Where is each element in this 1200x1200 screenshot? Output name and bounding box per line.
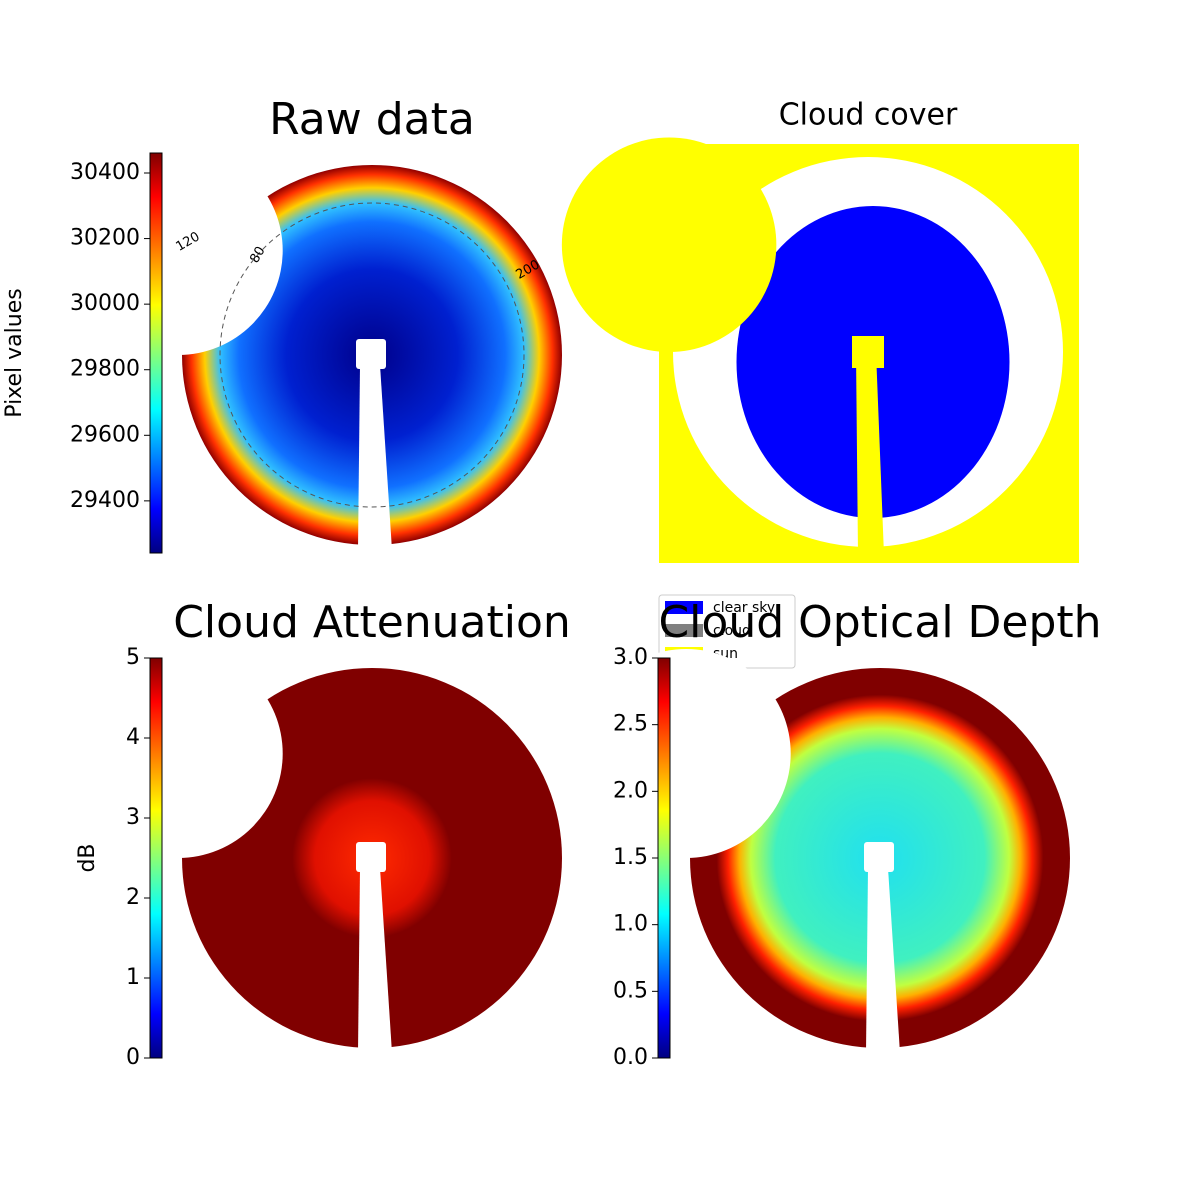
polar-label: 80 bbox=[247, 244, 268, 266]
colorbar-tick-label: 2.5 bbox=[613, 712, 648, 737]
colorbar-label: dB bbox=[75, 843, 100, 872]
colorbar-tick-label: 3 bbox=[126, 805, 140, 830]
mask-sun bbox=[864, 842, 894, 872]
mask-notch bbox=[73, 146, 283, 355]
colorbar-tick-label: 1.5 bbox=[613, 845, 648, 870]
sun-stem bbox=[856, 352, 884, 555]
colorbar-tick-label: 30400 bbox=[70, 160, 140, 185]
legend-swatch bbox=[665, 624, 703, 637]
polar-ring bbox=[219, 202, 525, 508]
colorbar bbox=[149, 657, 163, 1059]
chart-title: Cloud Optical Depth bbox=[658, 597, 1101, 648]
legend-swatch bbox=[665, 601, 703, 614]
colorbar-tick-label: 30000 bbox=[70, 291, 140, 316]
colorbar-tick-label: 2.0 bbox=[613, 778, 648, 803]
colorbar-tick-label: 4 bbox=[126, 725, 140, 750]
colorbar-tick-label: 0.0 bbox=[613, 1045, 648, 1070]
mask-sun bbox=[356, 339, 386, 369]
colorbar bbox=[149, 152, 163, 554]
colorbar-label: Pixel values bbox=[2, 288, 27, 417]
chart-title: Cloud cover bbox=[779, 98, 958, 133]
mask-stem bbox=[358, 365, 392, 550]
colorbar-tick-label: 1.0 bbox=[613, 912, 648, 937]
colorbar-tick-label: 2 bbox=[126, 885, 140, 910]
chart-title: Cloud Attenuation bbox=[173, 597, 571, 648]
mask-notch bbox=[73, 649, 283, 858]
sun-region bbox=[852, 336, 884, 368]
colorbar-tick-label: 0.5 bbox=[613, 978, 648, 1003]
colorbar-tick-label: 29400 bbox=[70, 488, 140, 513]
mask-stem bbox=[866, 868, 900, 1053]
legend-label: cloud bbox=[713, 623, 751, 639]
colorbar-tick-label: 29600 bbox=[70, 422, 140, 447]
colorbar-tick-label: 1 bbox=[126, 965, 140, 990]
mask-notch bbox=[581, 649, 791, 858]
colorbar-tick-label: 3.0 bbox=[613, 645, 648, 670]
chart-title: Raw data bbox=[269, 94, 475, 145]
legend-label: clear sky bbox=[713, 600, 775, 616]
colorbar-tick-label: 0 bbox=[126, 1045, 140, 1070]
colorbar-tick-label: 29800 bbox=[70, 357, 140, 382]
mask-notch bbox=[561, 137, 777, 352]
mask-stem bbox=[358, 868, 392, 1053]
mask-sun bbox=[356, 842, 386, 872]
colorbar-tick-label: 30200 bbox=[70, 226, 140, 251]
colorbar-tick-label: 5 bbox=[126, 645, 140, 670]
colorbar bbox=[657, 657, 671, 1059]
